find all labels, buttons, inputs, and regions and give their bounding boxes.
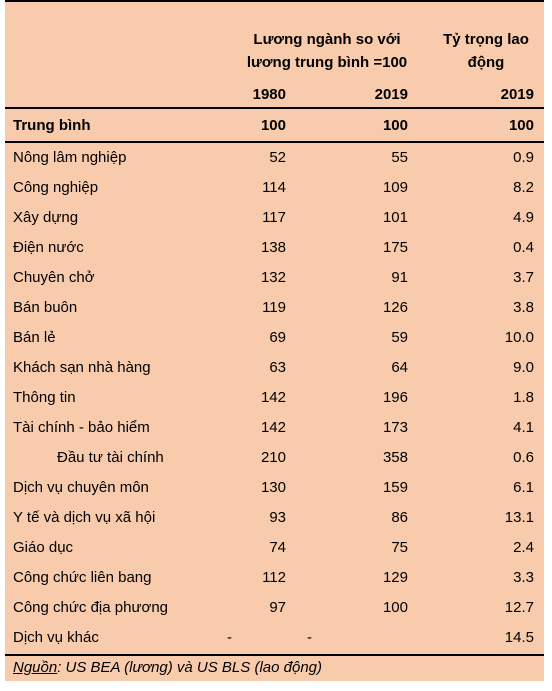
wage-column-header: Lương ngành so với lương trung bình =100 bbox=[246, 31, 408, 71]
table-row: Điện nước 138 175 0.4 bbox=[13, 239, 534, 256]
average-label: Trung bình bbox=[13, 117, 91, 134]
table-row: Dịch vụ chuyên môn 130 159 6.1 bbox=[13, 479, 534, 496]
table-row: Khách sạn nhà hàng 63 64 9.0 bbox=[13, 359, 534, 376]
average-1980: 100 bbox=[260, 117, 286, 134]
table-row: Thông tin 142 196 1.8 bbox=[13, 389, 534, 406]
year-header-row: 1980 2019 2019 bbox=[5, 80, 544, 110]
average-share: 100 bbox=[508, 117, 534, 134]
year-2019-share-header: 2019 bbox=[500, 86, 534, 103]
table-row: Công chức liên bang 112 129 3.3 bbox=[13, 569, 534, 586]
table-row: Xây dựng 117 101 4.9 bbox=[13, 209, 534, 226]
table-row: Y tế và dịch vụ xã hội 93 86 13.1 bbox=[13, 509, 534, 526]
table-row: Tài chính - bảo hiểm 142 173 4.1 bbox=[13, 419, 534, 436]
table-row: Bán lẻ 69 59 10.0 bbox=[13, 329, 534, 346]
missing-1980: - bbox=[227, 629, 232, 646]
average-2019: 100 bbox=[382, 117, 408, 134]
table-row: Công chức địa phương 97 100 12.7 bbox=[13, 599, 534, 616]
year-2019-wage-header: 2019 bbox=[374, 86, 408, 103]
bottom-rule bbox=[5, 654, 544, 656]
table-row: Công nghiệp 114 109 8.2 bbox=[13, 179, 534, 196]
table-row: Nông lâm nghiệp 52 55 0.9 bbox=[13, 149, 534, 166]
table-row: Bán buôn 119 126 3.8 bbox=[13, 299, 534, 316]
average-row: Trung bình 100 100 100 bbox=[5, 111, 544, 141]
table-row: Đầu tư tài chính 210 358 0.6 bbox=[57, 449, 534, 466]
source-prefix: Nguồn bbox=[13, 659, 58, 676]
source-note: Nguồn: US BEA (lương) và US BLS (lao độn… bbox=[13, 657, 322, 679]
data-table: Lương ngành so với lương trung bình =100… bbox=[5, 0, 544, 681]
table-row: Giáo dục 74 75 2.4 bbox=[13, 539, 534, 556]
table-row: Dịch vụ khác - - 14.5 bbox=[5, 623, 544, 653]
header-rule bbox=[5, 107, 544, 109]
year-1980-header: 1980 bbox=[252, 86, 286, 103]
table-row: Chuyên chở 132 91 3.7 bbox=[13, 269, 534, 286]
average-rule bbox=[5, 141, 544, 143]
share-column-header: Tỷ trọng lao động bbox=[443, 31, 529, 71]
missing-2019: - bbox=[307, 629, 312, 646]
top-rule bbox=[5, 0, 544, 2]
source-text: : US BEA (lương) và US BLS (lao động) bbox=[57, 659, 322, 676]
